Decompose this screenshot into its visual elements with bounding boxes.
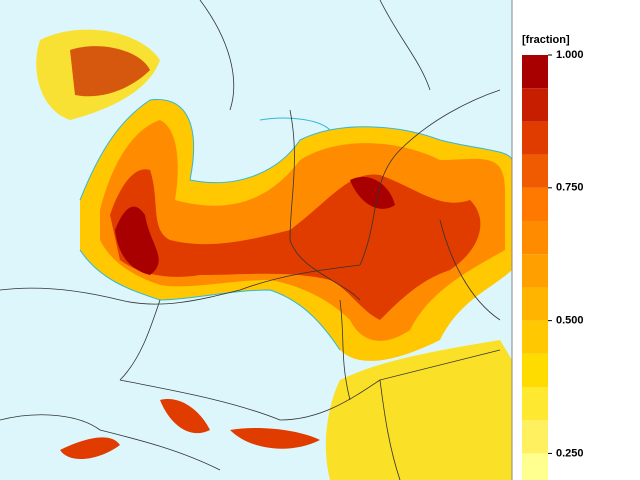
colorbar-band <box>522 187 548 222</box>
border <box>0 0 501 480</box>
field <box>325 340 512 480</box>
tick-label: 0.750 <box>556 182 584 194</box>
colorbar-label: [fraction] <box>522 34 570 46</box>
colorbar-band <box>522 353 548 388</box>
tick-label: 1.000 <box>556 49 584 61</box>
tick-label: 0.250 <box>556 447 584 459</box>
colorbar-band <box>522 387 548 421</box>
tick-label: 0.500 <box>556 315 584 327</box>
colorbar-band <box>522 154 548 188</box>
colorbar: 1.000 0.750 0.500 0.250 <box>522 49 584 480</box>
colorbar-band <box>522 287 548 321</box>
colorbar-band <box>522 320 548 354</box>
colorbar-band <box>522 88 548 122</box>
field <box>60 399 320 460</box>
field <box>115 176 395 275</box>
colorbar-band <box>522 453 548 480</box>
field <box>70 46 150 97</box>
colorbar-band <box>522 221 548 255</box>
colorbar-band <box>522 254 548 288</box>
map <box>0 0 512 480</box>
colorbar-band <box>522 121 548 155</box>
colorbar-band <box>522 420 548 454</box>
coastline <box>79 99 512 351</box>
colorbar-band <box>522 55 548 89</box>
